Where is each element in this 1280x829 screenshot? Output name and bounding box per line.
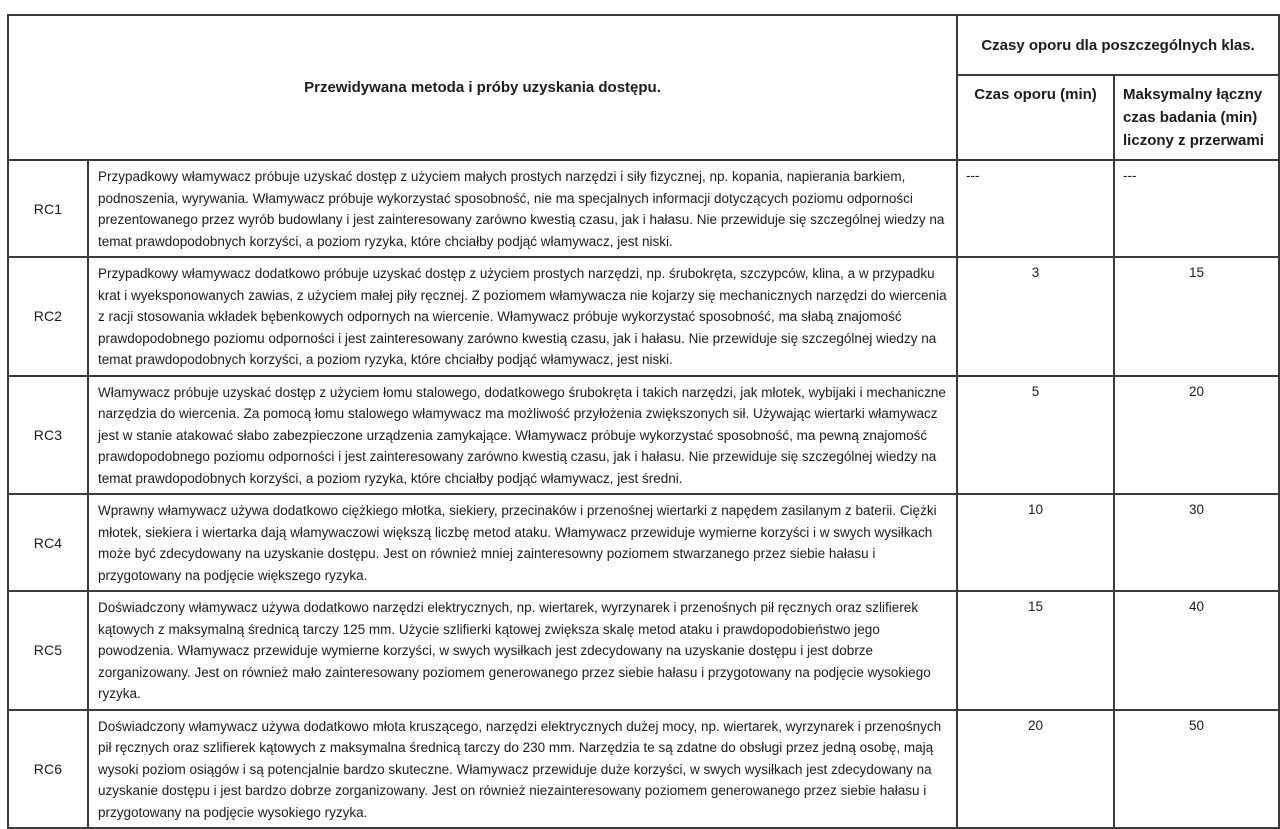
max-test-time-value: 20 [1113,374,1280,495]
table-row-rc5: RC5 Doświadczony włamywacz używa dodatko… [7,590,1280,711]
resistance-time-value: 20 [956,708,1116,829]
max-test-time-value: 50 [1113,708,1280,829]
header-row-sub: Czas oporu (min) Maksymalny łączny czas … [8,74,1280,161]
row-description: Przypadkowy włamywacz dodatkowo próbuje … [86,256,959,377]
column-header-max-test-time: Maksymalny łączny czas badania (min) lic… [1113,74,1280,161]
header-row-group: Przewidywana metoda i próby uzyskania do… [6,14,1280,161]
class-label: RC5 [7,590,89,711]
resistance-time-value: 3 [956,256,1116,377]
column-header-method: Przewidywana metoda i próby uzyskania do… [6,14,959,161]
table-row-rc6: RC6 Doświadczony włamywacz używa dodatko… [7,708,1280,829]
class-label: RC3 [7,374,89,495]
column-group-header-resistance-times: Czasy oporu dla poszczególnych klas. [956,14,1280,76]
max-test-time-value: 40 [1113,590,1280,711]
max-test-time-value: 30 [1113,493,1280,592]
resistance-classes-table: Przewidywana metoda i próby uzyskania do… [6,14,1280,829]
resistance-time-value: 10 [956,493,1116,592]
row-description: Włamywacz próbuje uzyskać dostęp z użyci… [86,374,959,495]
class-label: RC1 [7,159,89,258]
column-header-resistance-time: Czas oporu (min) [956,74,1116,161]
table-row-rc2: RC2 Przypadkowy włamywacz dodatkowo prób… [7,256,1280,377]
table-row-rc1: RC1 Przypadkowy włamywacz próbuje uzyska… [7,159,1280,258]
resistance-time-value: 15 [956,590,1116,711]
resistance-time-value: --- [956,159,1116,258]
max-test-time-value: 15 [1113,256,1280,377]
max-test-time-value: --- [1113,159,1280,258]
class-label: RC2 [7,256,89,377]
class-label: RC4 [7,493,89,592]
table-row-rc3: RC3 Włamywacz próbuje uzyskać dostęp z u… [7,374,1280,495]
resistance-classes-table-container: Przewidywana metoda i próby uzyskania do… [6,14,1280,829]
resistance-time-value: 5 [956,374,1116,495]
class-label: RC6 [7,708,89,829]
table-row-rc4: RC4 Wprawny włamywacz używa dodatkowo ci… [7,493,1280,592]
row-description: Doświadczony włamywacz używa dodatkowo n… [86,590,959,711]
row-description: Doświadczony włamywacz używa dodatkowo m… [86,708,959,829]
row-description: Wprawny włamywacz używa dodatkowo ciężki… [86,493,959,592]
row-description: Przypadkowy włamywacz próbuje uzyskać do… [86,159,959,258]
